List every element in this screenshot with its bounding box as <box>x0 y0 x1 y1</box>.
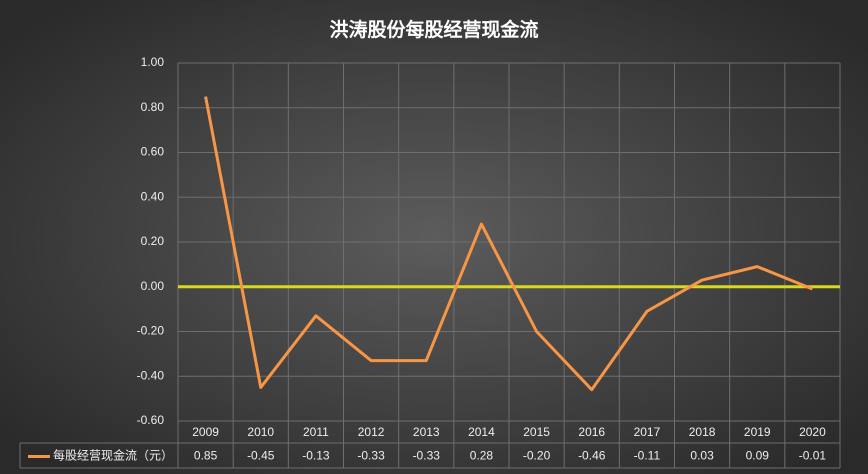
y-tick-label: -0.60 <box>137 413 165 427</box>
x-tick-label: 2012 <box>358 425 385 439</box>
x-tick-label: 2013 <box>413 425 440 439</box>
table-value: 0.85 <box>194 449 218 463</box>
x-tick-label: 2016 <box>578 425 605 439</box>
table-value: -0.20 <box>523 449 551 463</box>
x-tick-label: 2018 <box>689 425 716 439</box>
y-tick-label: -0.40 <box>137 368 165 382</box>
x-tick-label: 2015 <box>523 425 550 439</box>
y-tick-label: 1.00 <box>141 55 165 69</box>
table-value: 0.09 <box>746 449 770 463</box>
y-tick-label: 0.60 <box>141 145 165 159</box>
y-tick-label: 0.40 <box>141 189 165 203</box>
y-tick-label: 0.20 <box>141 234 165 248</box>
x-tick-label: 2011 <box>303 425 329 439</box>
x-tick-label: 2020 <box>799 425 826 439</box>
x-tick-label: 2009 <box>192 425 219 439</box>
x-tick-label: 2017 <box>634 425 661 439</box>
table-value: 0.03 <box>690 449 714 463</box>
table-value: -0.45 <box>247 449 275 463</box>
x-tick-label: 2014 <box>468 425 495 439</box>
series-line <box>204 96 813 392</box>
x-tick-label: 2019 <box>744 425 771 439</box>
table-value: -0.11 <box>634 449 661 463</box>
x-tick-label: 2010 <box>247 425 274 439</box>
y-tick-label: 0.00 <box>141 279 165 293</box>
table-value: -0.01 <box>799 449 827 463</box>
y-tick-label: -0.20 <box>137 324 165 338</box>
table-value: -0.33 <box>357 449 385 463</box>
y-tick-label: 0.80 <box>141 100 165 114</box>
table-value: -0.13 <box>302 449 330 463</box>
legend-label: 每股经营现金流（元） <box>53 448 173 463</box>
table-value: 0.28 <box>470 449 494 463</box>
table-value: -0.46 <box>578 449 606 463</box>
chart-title: 洪涛股份每股经营现金流 <box>329 18 538 41</box>
table-value: -0.33 <box>413 449 441 463</box>
